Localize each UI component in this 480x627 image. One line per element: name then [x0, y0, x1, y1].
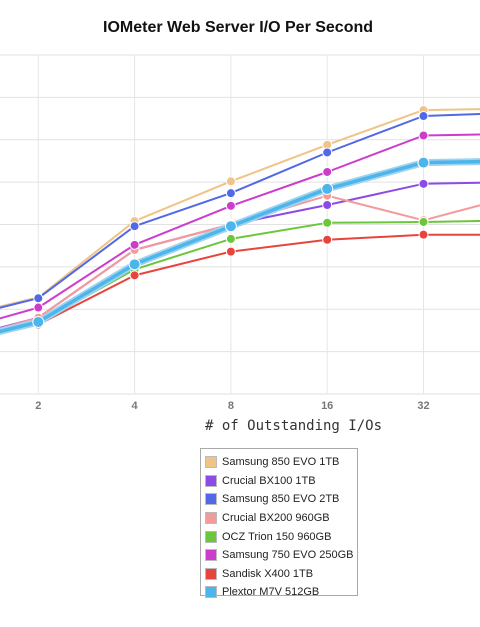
data-point — [418, 178, 429, 189]
data-point — [129, 270, 140, 281]
data-point — [418, 229, 429, 240]
legend-swatch — [205, 474, 217, 487]
legend-item: Plextor M7V 512GB — [205, 583, 357, 602]
data-point — [418, 111, 429, 122]
series-crucial-bx200-960gb — [0, 190, 480, 330]
chart-title: IOMeter Web Server I/O Per Second — [103, 19, 374, 36]
legend-label: OCZ Trion 150 960GB — [222, 530, 332, 543]
x-tick-label: 2 — [35, 400, 41, 412]
series-line — [0, 181, 480, 329]
data-point — [129, 239, 140, 250]
data-point — [225, 246, 236, 257]
data-point — [322, 200, 333, 211]
legend-item: Samsung 850 EVO 1TB — [205, 453, 357, 472]
series-samsung-850-evo-1tb — [0, 105, 480, 308]
legend-swatch — [205, 456, 217, 469]
data-point — [225, 188, 236, 199]
data-point — [224, 220, 237, 233]
x-tick-label: 32 — [417, 400, 429, 412]
data-point — [32, 315, 45, 328]
x-axis-label: # of Outstanding I/Os — [205, 418, 383, 434]
data-point — [225, 200, 236, 211]
legend-label: Samsung 850 EVO 2TB — [222, 493, 340, 506]
legend-label: Samsung 850 EVO 1TB — [222, 456, 340, 469]
legend-label: Plextor M7V 512GB — [222, 586, 320, 599]
data-point — [33, 302, 44, 313]
series-line — [0, 220, 480, 334]
legend-label: Sandisk X400 1TB — [222, 567, 314, 580]
data-point — [417, 156, 430, 169]
gridlines — [0, 54, 480, 395]
legend-swatch — [205, 530, 217, 543]
series-crucial-bx100-1tb — [0, 178, 480, 329]
legend-swatch — [205, 512, 217, 525]
x-tick-labels: 2 4 8 16 32 — [35, 400, 429, 412]
data-point — [225, 176, 236, 187]
legend-label: Crucial BX200 960GB — [222, 512, 330, 525]
series-ocz-trion-150-960gb — [0, 216, 480, 334]
data-point — [129, 221, 140, 232]
legend-item: Samsung 750 EVO 250GB — [205, 546, 357, 565]
series-layer — [0, 105, 480, 336]
data-point — [321, 182, 334, 195]
series-sandisk-x400-1tb — [0, 229, 480, 335]
data-point — [418, 216, 429, 227]
legend-swatch — [205, 586, 217, 599]
x-tick-label: 4 — [132, 400, 139, 412]
legend-swatch — [205, 549, 217, 562]
data-point — [418, 130, 429, 141]
legend-swatch — [205, 493, 217, 506]
legend-item: Sandisk X400 1TB — [205, 565, 357, 584]
data-point — [322, 217, 333, 228]
data-point — [322, 147, 333, 158]
series-samsung-850-evo-2tb — [0, 111, 480, 309]
x-tick-label: 16 — [321, 400, 333, 412]
x-tick-label: 8 — [228, 400, 234, 412]
legend-item: Samsung 850 EVO 2TB — [205, 490, 357, 509]
series-line — [0, 233, 480, 335]
legend-swatch — [205, 567, 217, 580]
data-point — [33, 293, 44, 304]
series-plextor-m7v-512gb — [0, 156, 480, 336]
data-point — [322, 234, 333, 245]
legend: Samsung 850 EVO 1TB Crucial BX100 1TB Sams… — [200, 448, 358, 599]
data-point — [128, 258, 141, 271]
legend-item: Crucial BX100 1TB — [205, 472, 357, 491]
legend-item: OCZ Trion 150 960GB — [205, 527, 357, 546]
legend-label: Samsung 750 EVO 250GB — [222, 549, 354, 562]
data-point — [322, 166, 333, 177]
data-point — [225, 233, 236, 244]
legend-label: Crucial BX100 1TB — [222, 474, 316, 487]
series-samsung-750-evo-250gb — [0, 130, 480, 320]
legend-item: Crucial BX200 960GB — [205, 509, 357, 528]
